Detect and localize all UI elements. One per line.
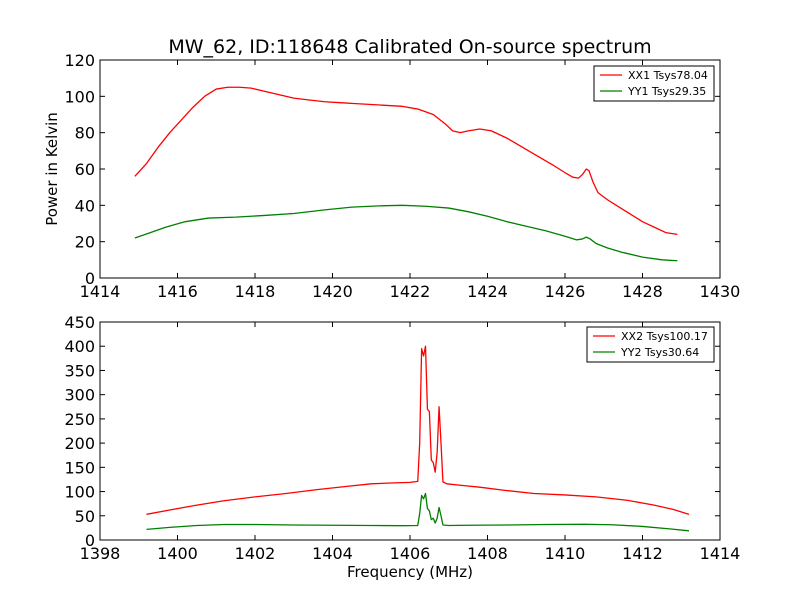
bottom-xtick-label: 1412 xyxy=(622,544,663,563)
bottom-xtick-label: 1404 xyxy=(312,544,353,563)
bottom-xtick-label: 1400 xyxy=(157,544,198,563)
bottom-ytick-label: 50 xyxy=(75,507,95,526)
bottom-legend-label-1: XX2 Tsys100.17 xyxy=(621,330,708,343)
top-legend-label-1: XX1 Tsys78.04 xyxy=(628,69,708,82)
bottom-ytick-label: 450 xyxy=(64,313,95,332)
bottom-legend-box xyxy=(586,326,715,363)
bottom-xtick-label: 1414 xyxy=(700,544,741,563)
top-xtick-label: 1416 xyxy=(157,282,198,301)
bottom-xtick-label: 1406 xyxy=(390,544,431,563)
bottom-ytick-label: 100 xyxy=(64,483,95,502)
top-series-line-2 xyxy=(134,204,678,262)
bottom-xtick-label: 1402 xyxy=(235,544,276,563)
bottom-ytick-label: 150 xyxy=(64,458,95,477)
top-xtick-label: 1430 xyxy=(700,282,741,301)
chart-title: MW_62, ID:118648 Calibrated On-source sp… xyxy=(168,36,651,58)
bottom-ytick-label: 250 xyxy=(64,410,95,429)
top-ytick-label: 0 xyxy=(85,269,95,288)
top-legend-label-2: YY1 Tsys29.35 xyxy=(627,85,706,98)
bottom-ytick-label: 0 xyxy=(85,531,95,550)
top-xtick-label: 1426 xyxy=(545,282,586,301)
top-ylabel: Power in Kelvin xyxy=(43,112,61,226)
bottom-xtick-label: 1398 xyxy=(80,544,121,563)
bottom-xlabel: Frequency (MHz) xyxy=(347,563,473,581)
bottom-ytick-label: 400 xyxy=(64,337,95,356)
top-ytick-label: 100 xyxy=(64,87,95,106)
top-xtick-label: 1420 xyxy=(312,282,353,301)
top-xtick-label: 1418 xyxy=(235,282,276,301)
bottom-panel: 1398 1400 1402 1404 1406 1408 1410 1412 1414 0 50 1… xyxy=(64,313,740,581)
top-xtick-label: 1414 xyxy=(80,282,121,301)
top-ytick-label: 60 xyxy=(75,160,95,179)
bottom-series-line-2 xyxy=(146,492,690,532)
bottom-xtick-label: 1408 xyxy=(467,544,508,563)
top-series-line-1 xyxy=(134,86,678,236)
top-ytick-label: 20 xyxy=(75,233,95,252)
bottom-ytick-label: 300 xyxy=(64,386,95,405)
top-panel: 1414 1416 1418 1420 1422 1424 1426 1428 1430 0 20 4… xyxy=(43,51,740,301)
top-ytick-label: 40 xyxy=(75,196,95,215)
top-xtick-label: 1428 xyxy=(622,282,663,301)
top-xtick-label: 1424 xyxy=(467,282,508,301)
top-xtick-label: 1422 xyxy=(390,282,431,301)
bottom-ytick-label: 350 xyxy=(64,361,95,380)
bottom-series-line-1 xyxy=(146,345,690,515)
bottom-ytick-label: 200 xyxy=(64,434,95,453)
top-legend-box xyxy=(593,65,715,102)
top-ytick-label: 120 xyxy=(64,51,95,70)
bottom-legend-label-2: YY2 Tsys30.64 xyxy=(620,346,699,359)
top-ytick-label: 80 xyxy=(75,124,95,143)
bottom-xtick-label: 1410 xyxy=(545,544,586,563)
